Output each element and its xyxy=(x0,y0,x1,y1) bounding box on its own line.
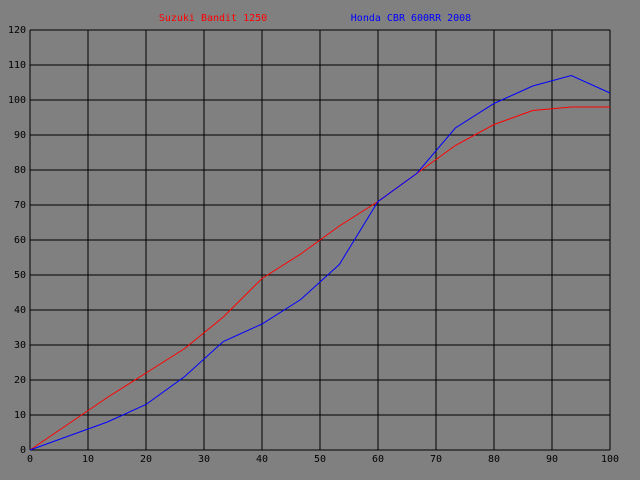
y-tick-label: 50 xyxy=(14,270,26,281)
x-tick-label: 50 xyxy=(314,454,326,465)
legend-label: Honda CBR 600RR 2008 xyxy=(351,13,471,24)
legend-label: Suzuki Bandit 1250 xyxy=(159,13,267,24)
series-line xyxy=(29,74,611,451)
x-tick-label: 40 xyxy=(256,454,268,465)
x-tick-label: 20 xyxy=(140,454,152,465)
series-line xyxy=(29,106,610,451)
x-tick-label: 70 xyxy=(430,454,442,465)
y-tick-label: 0 xyxy=(20,445,26,456)
y-tick-label: 70 xyxy=(14,200,26,211)
y-tick-label: 110 xyxy=(8,60,26,71)
y-tick-label: 80 xyxy=(14,165,26,176)
y-tick-label: 30 xyxy=(14,340,26,351)
x-tick-label: 30 xyxy=(198,454,210,465)
x-tick-label: 0 xyxy=(27,454,33,465)
x-tick-label: 80 xyxy=(488,454,500,465)
x-tick-label: 10 xyxy=(82,454,94,465)
y-tick-label: 60 xyxy=(14,235,26,246)
x-tick-label: 60 xyxy=(372,454,384,465)
y-tick-label: 120 xyxy=(8,25,26,36)
y-tick-label: 10 xyxy=(14,410,26,421)
x-tick-label: 90 xyxy=(546,454,558,465)
y-tick-label: 90 xyxy=(14,130,26,141)
y-tick-label: 40 xyxy=(14,305,26,316)
y-tick-label: 100 xyxy=(8,95,26,106)
x-tick-label: 100 xyxy=(601,454,619,465)
y-tick-label: 20 xyxy=(14,375,26,386)
